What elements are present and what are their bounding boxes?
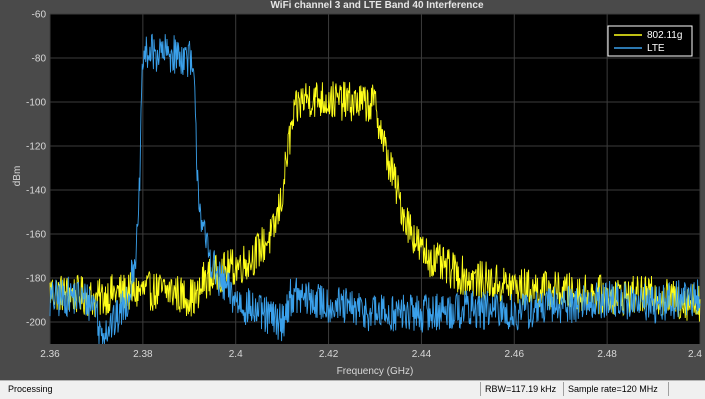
status-field-empty [668, 382, 673, 396]
x-tick-label: 2.44 [412, 349, 432, 360]
tick-labels: 2.36 2.38 2.4 2.42 2.44 2.46 2.48 2.4 -60 -80 -100… [26, 10, 702, 361]
legend-label-lte: LTE [647, 43, 665, 54]
x-axis-label: Frequency (GHz) [337, 366, 414, 377]
legend-label-802-11g: 802.11g [647, 30, 682, 41]
y-tick-label: -60 [32, 10, 47, 21]
spectrum-plot: WiFi channel 3 and LTE Band 40 Interfere… [12, 0, 702, 377]
y-tick-label: -140 [26, 186, 46, 197]
x-tick-label: 2.38 [133, 349, 153, 360]
legend[interactable]: 802.11g LTE [607, 25, 693, 57]
x-tick-label: 2.48 [597, 349, 617, 360]
y-tick-label: -80 [32, 54, 47, 65]
y-axis-label: dBm [12, 166, 23, 187]
y-tick-label: -160 [26, 230, 46, 241]
x-tick-label: 2.46 [505, 349, 525, 360]
x-tick-label: 2.4 [229, 349, 243, 360]
legend-box [607, 25, 693, 57]
y-tick-label: -100 [26, 98, 46, 109]
series-layer [49, 33, 701, 345]
x-tick-label: 2.42 [319, 349, 339, 360]
y-tick-label: -200 [26, 318, 46, 329]
rbw-readout: RBW=117.19 kHz [480, 382, 556, 396]
y-tick-label: -120 [26, 142, 46, 153]
chart-title: WiFi channel 3 and LTE Band 40 Interfere… [270, 0, 484, 11]
y-tick-label: -180 [26, 274, 46, 285]
series-line-lte [49, 33, 701, 345]
x-tick-label: 2.36 [40, 349, 60, 360]
x-tick-label: 2.4 [688, 349, 702, 360]
grid-lines [49, 13, 701, 344]
status-text: Processing [8, 384, 53, 394]
sample-rate-readout: Sample rate=120 MHz [563, 382, 658, 396]
status-bar: Processing RBW=117.19 kHz Sample rate=12… [0, 380, 705, 399]
